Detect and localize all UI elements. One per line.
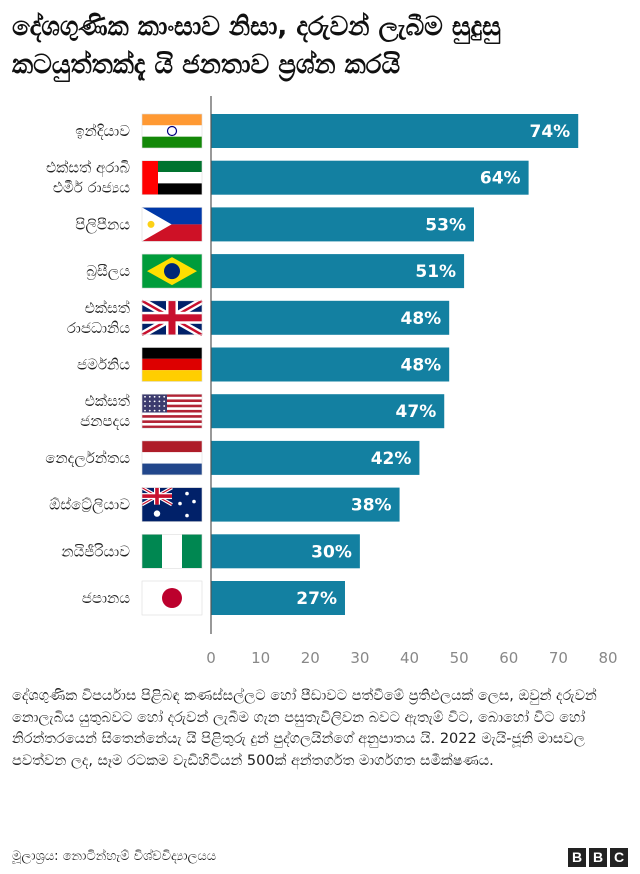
x-tick-label: 0 — [206, 649, 216, 667]
bar — [211, 487, 400, 522]
japan-flag — [141, 580, 203, 616]
category-label: බ්‍රසීලය — [86, 262, 130, 281]
bar-chart: ඉන්දියාව 74% එක්සත් අරාබිඑමීර් රාජ්‍යය 64% ප… — [45, 96, 618, 667]
australia-flag — [141, 486, 203, 522]
source-text: මූලාශ්‍රය: නොටින්හැම් විශ්වවිද්‍යාලයය — [12, 849, 217, 864]
x-tick-label: 30 — [350, 649, 369, 667]
x-tick-label: 20 — [301, 649, 320, 667]
philippines-flag — [141, 207, 203, 242]
category-label: ජපානය — [82, 589, 130, 607]
data-label: 47% — [396, 402, 437, 422]
bbc-logo-letter-1: B — [568, 848, 586, 867]
category-label: එමීර් රාජ්‍යය — [53, 179, 130, 197]
x-tick-label: 80 — [598, 649, 617, 667]
bar — [211, 207, 475, 242]
bbc-logo-letter-2: B — [589, 848, 607, 867]
category-label: රාජධානිය — [67, 319, 130, 337]
bar — [211, 300, 450, 335]
chart-note: දේශගුණික විපර්යාස පිළිබඳ කණස්සල්ලට හෝ පී… — [12, 688, 597, 769]
data-label: 30% — [311, 542, 352, 562]
data-label: 51% — [415, 262, 456, 282]
category-label: නෙදර්ලන්තය — [45, 449, 130, 467]
data-label: 48% — [400, 309, 441, 329]
data-label: 53% — [425, 215, 466, 235]
bar — [211, 440, 420, 475]
x-tick-label: 60 — [499, 649, 518, 667]
category-label: නයිජීරියාව — [61, 542, 130, 560]
data-label: 38% — [351, 496, 392, 516]
usa-flag — [141, 393, 203, 429]
x-tick-label: 50 — [450, 649, 469, 667]
bar — [211, 114, 579, 148]
data-label: 48% — [400, 356, 441, 376]
data-label: 27% — [296, 589, 337, 609]
netherlands-flag — [141, 440, 203, 476]
chart-title: දේශගුණික කාංසාව නිසා, දරුවන් ලැබීම සුදුස… — [12, 12, 501, 80]
category-label: එක්සත් අරාබි — [46, 159, 130, 178]
bar — [211, 534, 360, 569]
brazil-flag — [141, 253, 203, 289]
x-tick-label: 70 — [549, 649, 568, 667]
category-label: පිලිපීනය — [75, 215, 130, 233]
uk-flag — [140, 297, 204, 338]
data-label: 42% — [371, 449, 412, 469]
bbc-logo-letter-3: C — [610, 848, 628, 867]
bar — [211, 347, 450, 382]
bar — [211, 254, 465, 289]
x-tick-label: 40 — [400, 649, 419, 667]
category-label: එක්සත් — [85, 392, 130, 410]
bar — [211, 160, 529, 195]
nigeria-flag — [141, 533, 203, 569]
category-label: ඕස්ට්‍රේලියාව — [49, 495, 130, 513]
data-label: 64% — [480, 169, 521, 189]
bbc-logo: B B C — [568, 848, 628, 867]
category-label: ජනපදය — [80, 412, 130, 430]
x-tick-label: 10 — [251, 649, 270, 667]
bar — [211, 394, 445, 429]
india-flag — [141, 113, 203, 149]
category-label: ඉන්දියාව — [75, 122, 130, 140]
uae-flag — [141, 160, 203, 195]
category-label: ජර්මනිය — [77, 356, 130, 374]
germany-flag — [141, 347, 203, 382]
data-label: 74% — [530, 122, 571, 142]
category-label: එක්සත් — [85, 299, 130, 317]
bar — [211, 581, 345, 615]
